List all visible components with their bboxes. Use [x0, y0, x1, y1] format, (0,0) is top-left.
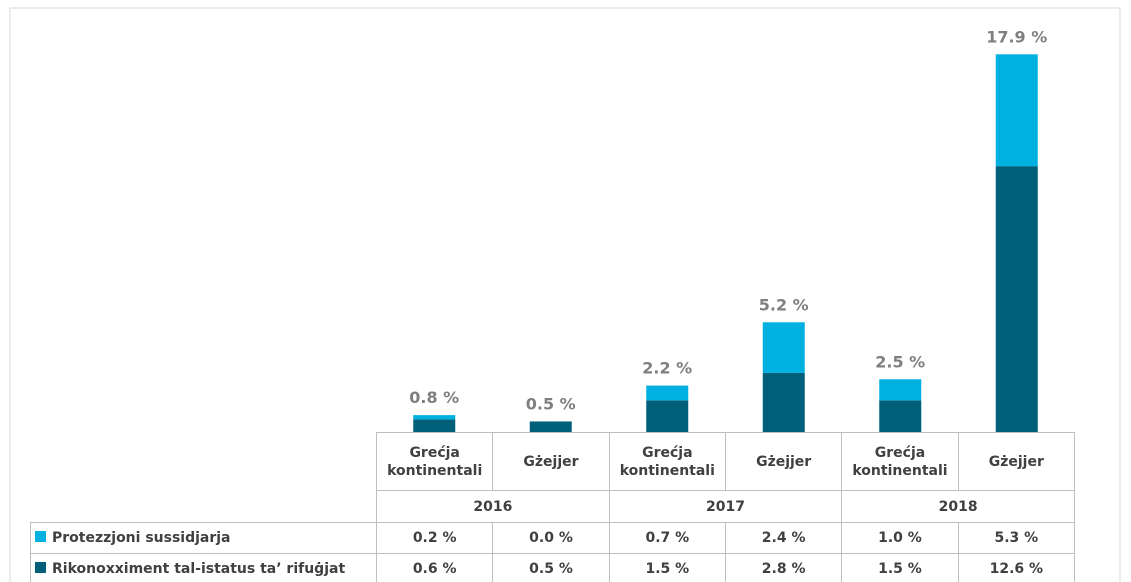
data-label: 5.3 %: [957, 522, 1076, 554]
data-label: 0.5 %: [492, 553, 610, 582]
data-label: 2.4 %: [724, 522, 843, 554]
bar-segment: [413, 419, 456, 432]
bar-segment: [762, 322, 805, 373]
group-label: 2017: [608, 490, 843, 523]
data-label: 1.5 %: [608, 553, 726, 582]
group-label: 2016: [376, 490, 610, 523]
total-label: 0.5 %: [526, 394, 576, 413]
data-label: 1.0 %: [841, 522, 959, 554]
data-label: 2.8 %: [724, 553, 843, 582]
bar-segment: [762, 372, 805, 432]
bar-segment: [879, 379, 922, 401]
bar-segment: [879, 400, 922, 432]
legend-swatch: [35, 562, 46, 573]
legend-swatch: [35, 531, 46, 542]
bar-segment: [646, 400, 689, 432]
data-label: 1.5 %: [841, 553, 959, 582]
data-label: 0.2 %: [375, 522, 494, 554]
blank-cell: [31, 433, 377, 491]
x-tick-label: Grećja kontinentali: [841, 432, 959, 491]
legend-label: Protezzjoni sussidjarja: [52, 530, 231, 546]
x-tick-label: Gżejjer: [492, 432, 610, 491]
total-label: 2.5 %: [875, 352, 925, 371]
group-row: 2016 2017 2018: [31, 490, 1075, 523]
legend-label: Rikonoxximent tal-istatus ta’ rifuġjat: [52, 561, 346, 577]
total-label: 5.2 %: [759, 295, 809, 314]
group-label: 2018: [841, 490, 1075, 523]
bar-segment: [529, 421, 572, 432]
bar-segment: [995, 166, 1038, 432]
x-tick-label: Grećja kontinentali: [608, 432, 726, 491]
frame: [9, 7, 1121, 582]
series-row: Protezzjoni sussidjarja 0.2 % 0.0 % 0.7 % 2.…: [30, 522, 1076, 554]
legend-cell: Protezzjoni sussidjarja: [30, 522, 377, 554]
total-label: 0.8 %: [409, 388, 459, 407]
data-label: 12.6 %: [957, 553, 1076, 582]
total-label: 17.9 %: [986, 27, 1047, 46]
blank-cell: [31, 491, 377, 523]
x-tick-label: Gżejjer: [957, 432, 1076, 491]
bar-segment: [413, 415, 456, 420]
legend-cell: Rikonoxximent tal-istatus ta’ rifuġjat: [30, 553, 377, 582]
series-row: Rikonoxximent tal-istatus ta’ rifuġjat 0.…: [30, 553, 1076, 582]
x-tick-label: Gżejjer: [724, 432, 843, 491]
bar-segment: [995, 54, 1038, 167]
category-row: Grećja kontinentali Gżejjer Grećja kontine…: [31, 432, 1076, 491]
data-label: 0.0 %: [492, 522, 610, 554]
bar-segment: [646, 385, 689, 401]
data-label: 0.6 %: [375, 553, 494, 582]
data-table: Grećja kontinentali Gżejjer Grećja kontine…: [30, 432, 1076, 582]
data-label: 0.7 %: [608, 522, 726, 554]
x-tick-label: Grećja kontinentali: [375, 432, 494, 491]
total-label: 2.2 %: [642, 359, 692, 378]
